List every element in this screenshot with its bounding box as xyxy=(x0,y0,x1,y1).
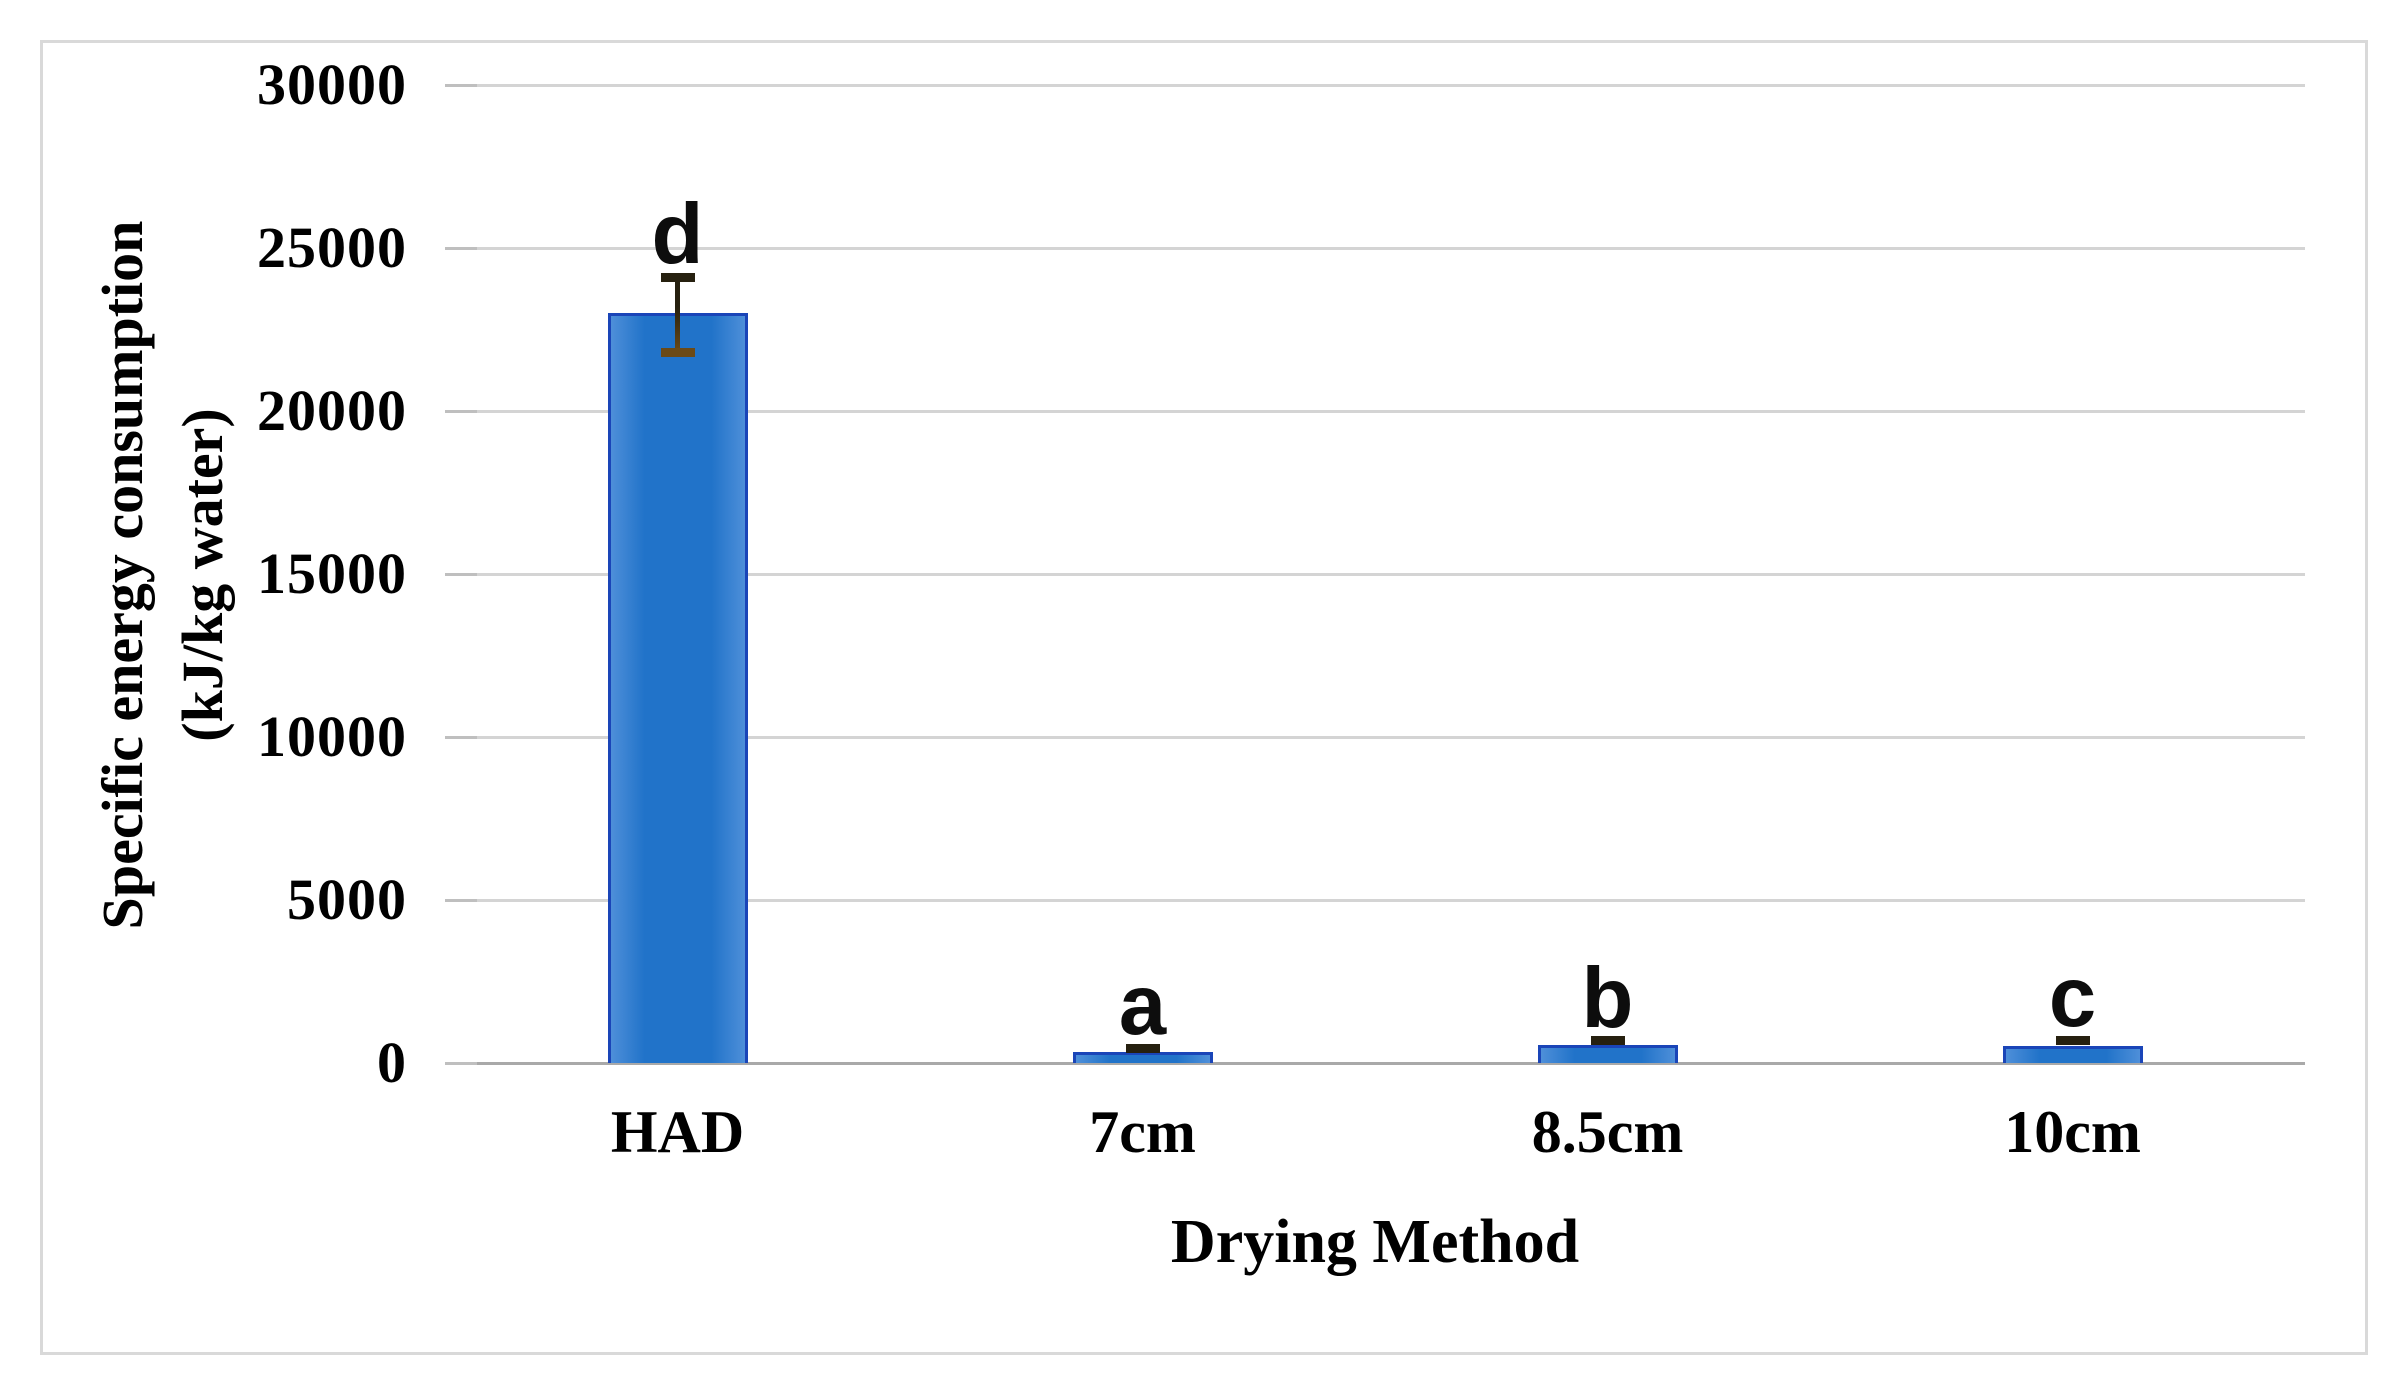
significance-letter-d: d xyxy=(651,187,704,283)
x-axis-line xyxy=(445,1061,2305,1065)
chart-outer-border xyxy=(40,40,2368,1355)
y-tick-label: 10000 xyxy=(257,704,407,769)
x-axis-title: Drying Method xyxy=(1170,1208,1580,1276)
bar-8.5cm xyxy=(1537,1044,1678,1063)
x-category-label-HAD: HAD xyxy=(610,1099,745,1165)
bar-7cm xyxy=(1072,1051,1213,1063)
significance-letter-c: c xyxy=(2048,950,2097,1046)
x-category-label-10cm: 10cm xyxy=(2004,1099,2141,1165)
y-tick-mark xyxy=(445,409,477,413)
x-category-label-7cm: 7cm xyxy=(1089,1099,1196,1165)
significance-letter-b: b xyxy=(1581,950,1634,1046)
y-tick-mark xyxy=(445,246,477,250)
gridline-15000 xyxy=(445,572,2305,576)
significance-letter-a: a xyxy=(1118,958,1167,1053)
y-tick-mark xyxy=(445,83,477,87)
gridline-25000 xyxy=(445,246,2305,250)
y-tick-label: 20000 xyxy=(257,378,407,443)
y-tick-label: 15000 xyxy=(257,541,407,606)
error-bar-bottom-cap xyxy=(660,347,695,357)
y-tick-mark xyxy=(445,735,477,739)
gridline-20000 xyxy=(445,409,2305,413)
y-tick-label: 5000 xyxy=(287,867,407,932)
y-tick-mark xyxy=(445,898,477,902)
y-tick-label: 25000 xyxy=(257,215,407,280)
y-tick-mark xyxy=(445,572,477,576)
error-bar-top-cap xyxy=(2055,1035,2090,1045)
error-bar-line xyxy=(675,277,680,353)
bar-HAD xyxy=(607,313,748,1063)
gridline-5000 xyxy=(445,898,2305,902)
y-tick-label: 30000 xyxy=(257,52,407,117)
error-bar-top-cap xyxy=(1125,1043,1160,1053)
x-category-label-8.5cm: 8.5cm xyxy=(1531,1099,1684,1165)
gridline-10000 xyxy=(445,735,2305,739)
bar-10cm xyxy=(2002,1045,2143,1063)
error-bar-top-cap xyxy=(1590,1036,1625,1046)
gridline-30000 xyxy=(445,83,2305,87)
y-tick-label: 0 xyxy=(377,1030,407,1095)
y-tick-mark xyxy=(445,1061,477,1065)
